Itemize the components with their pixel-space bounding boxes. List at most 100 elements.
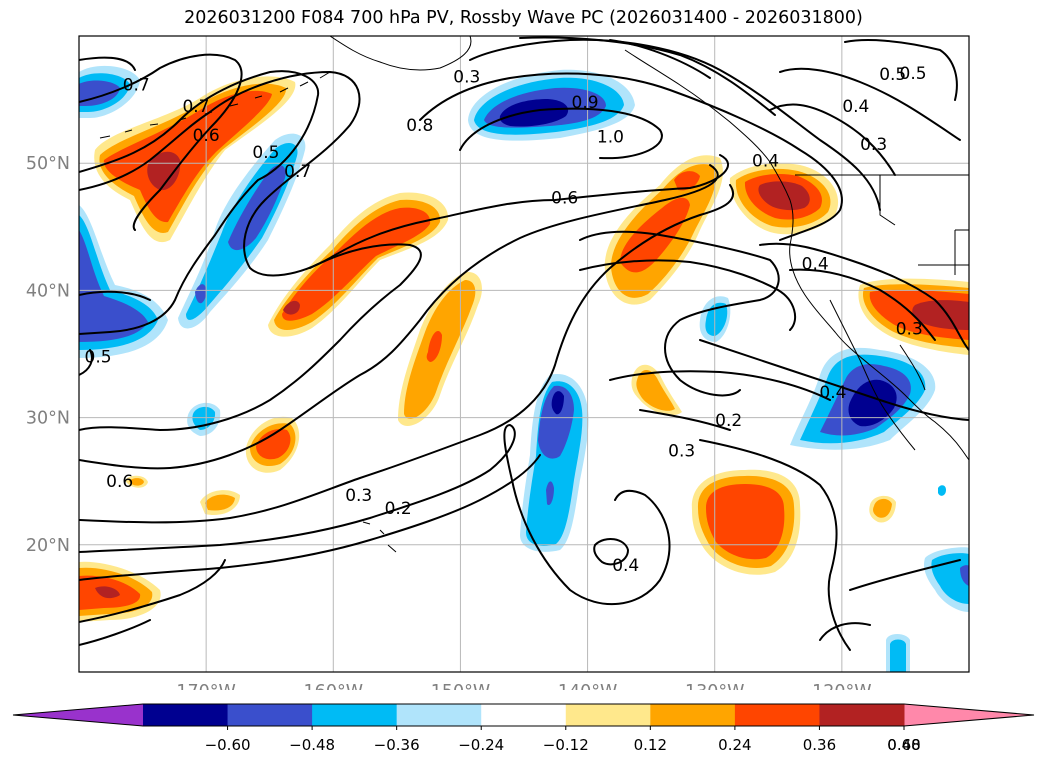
north-america-coastline [624,49,969,461]
page-title: 2026031200 F084 700 hPa PV, Rossby Wave … [184,8,863,28]
colorbar-tick-label: −0.24 [458,736,504,754]
contour-label: 0.5 [252,143,279,163]
pv-contour [849,559,961,591]
positive-anomaly-feature [125,475,240,516]
pv-contour [593,538,629,566]
negative-anomaly-feature [187,402,221,436]
positive-anomaly-feature [268,192,449,337]
contour-label: 0.3 [860,135,887,155]
contour-label: 0.5 [879,65,906,85]
pv-contour [519,36,776,116]
lat-tick-label: 50°N [26,154,70,174]
contour-label: 0.3 [345,486,372,506]
colorbar-swatch [143,704,229,726]
positive-anomaly-feature [729,163,839,235]
pv-contour [779,67,961,141]
pv-contour [79,454,541,581]
state-borders [879,175,969,275]
negative-anomaly-feature [468,69,635,141]
contour-label: 0.7 [284,162,311,182]
contour-label: 0.8 [406,116,433,136]
aleutian-islands [99,71,331,139]
pv-contour [459,107,663,160]
contour-label: 0.3 [453,68,480,88]
coastline-layer [99,36,969,553]
colorbar-over-extension [904,704,1034,726]
negative-anomaly-feature [790,347,936,450]
negative-anomaly-feature [520,374,589,552]
colorbar-tick-label: −0.60 [205,736,251,754]
colorbar-tick-label: 0.48 [887,736,920,754]
pv-contour [789,268,936,341]
pv-contour [79,243,422,431]
pv-contour [759,242,969,351]
negative-anomaly-feature [938,485,946,496]
lon-tick-label: 150°W [431,682,490,690]
lon-tick-label: 170°W [176,682,235,690]
lat-tick-label: 30°N [26,409,70,429]
positive-anomaly-feature [631,364,682,416]
pv-contour [769,103,896,176]
contour-label: 0.5 [85,348,112,368]
colorbar-tick-label: 0.24 [718,736,751,754]
pv-contour [844,39,958,101]
contour-label: 1.0 [597,127,624,147]
lat-tick-label: 40°N [26,281,70,301]
pv-contour [579,230,780,397]
contour-label: 0.4 [842,97,869,117]
baja-california [829,299,926,451]
pv-contour [419,72,843,241]
map-panel: 0.70.70.60.50.70.80.60.50.60.30.91.00.60… [26,35,970,690]
pv-contour [79,53,243,191]
negative-anomaly-feature [924,547,969,612]
pv-contour [79,184,735,524]
negative-anomaly-feature [178,133,306,329]
colorbar-swatch [650,704,736,726]
contour-label: 0.6 [193,126,220,146]
contour-label: 0.3 [668,442,695,462]
contour-label: 0.2 [715,411,742,431]
map-frame [78,35,970,673]
pv-contour [79,290,151,301]
lat-tick-label: 20°N [26,536,70,556]
contour-label: 0.7 [182,97,209,117]
positive-anomaly-feature [691,469,801,575]
pv-contour [79,56,136,71]
pv-contour [79,424,671,606]
colorbar-tick-label: −0.48 [289,736,335,754]
contour-label: 0.5 [900,64,927,84]
pv-contour [79,619,151,646]
pv-contour [79,349,93,376]
colorbar-swatch [312,704,398,726]
colorbar-swatch [565,704,651,726]
contour-label: 0.4 [752,152,779,172]
shaded-anomaly-layer [79,65,969,672]
contour-label: 0.3 [896,320,923,340]
positive-anomaly-feature [398,271,482,426]
negative-anomaly-feature [79,205,168,358]
pv-contour [609,39,711,79]
positive-anomaly-feature [94,76,296,243]
colorbar-tick-label: 0.60 [887,736,920,754]
pv-contour [79,164,719,470]
colorbar-swatch [227,704,313,726]
negative-anomaly-feature [886,634,910,672]
contour-label: 0.4 [819,383,846,403]
colorbar-swatch [819,704,905,726]
lon-tick-label: 120°W [812,682,871,690]
pv-contour [469,38,881,211]
pv-contour [699,339,969,421]
pv-contour [79,559,226,623]
contour-label: 0.6 [551,189,578,209]
pv-contour [79,71,729,277]
colorbar-under-extension [13,704,143,726]
contour-label: 0.4 [802,255,829,275]
contour-label: 0.2 [385,499,412,519]
colorbar-swatch [396,704,482,726]
colorbar-tick-label: 0.12 [634,736,667,754]
contour-label: 0.4 [612,556,639,576]
contour-label: 0.6 [27,241,54,261]
hawaii-islands [362,521,397,553]
positive-anomaly-feature [245,416,300,473]
positive-anomaly-feature [869,495,896,523]
